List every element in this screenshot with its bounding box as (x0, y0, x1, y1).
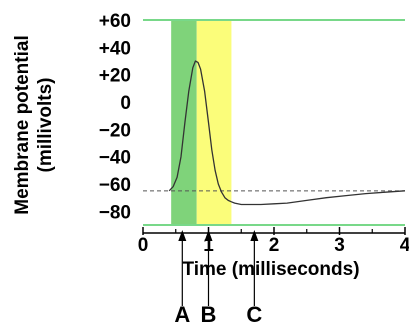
y-tick-label: 0 (120, 93, 131, 114)
marker-label: C (246, 302, 262, 324)
x-tick-label: 2 (269, 235, 280, 256)
y-tick-labels: +60 +40 +20 0 −20 −40 −60 −80 (99, 11, 131, 223)
x-tick-label: 4 (400, 235, 409, 256)
x-axis-title: Time (milliseconds) (182, 259, 359, 280)
yellow-band (196, 20, 232, 225)
y-tick-label: +20 (99, 66, 131, 87)
x-tick-label: 3 (334, 235, 345, 256)
marker-label: A (174, 302, 190, 324)
y-axis-title-line2: (millivolts) (35, 77, 56, 172)
membrane-potential-series (168, 60, 406, 206)
y-tick-label: +60 (99, 11, 131, 32)
marker-arrow-head (204, 230, 213, 241)
marker-arrow-head (178, 230, 187, 241)
marker-label: B (201, 302, 217, 324)
y-axis-title-line1: Membrane potential (12, 35, 33, 214)
y-tick-label: −40 (99, 148, 131, 169)
y-tick-label: −60 (99, 175, 131, 196)
y-axis-title: Membrane potential (millivolts) (12, 35, 56, 214)
y-tick-label: −20 (99, 120, 131, 141)
x-tick-label: 0 (138, 235, 149, 256)
y-tick-label: +40 (99, 38, 131, 59)
green-band (171, 20, 197, 225)
chart-frame (143, 19, 405, 226)
y-tick-label: −80 (99, 202, 131, 223)
marker-arrow-head (250, 230, 259, 241)
action-potential-curve (168, 60, 406, 206)
